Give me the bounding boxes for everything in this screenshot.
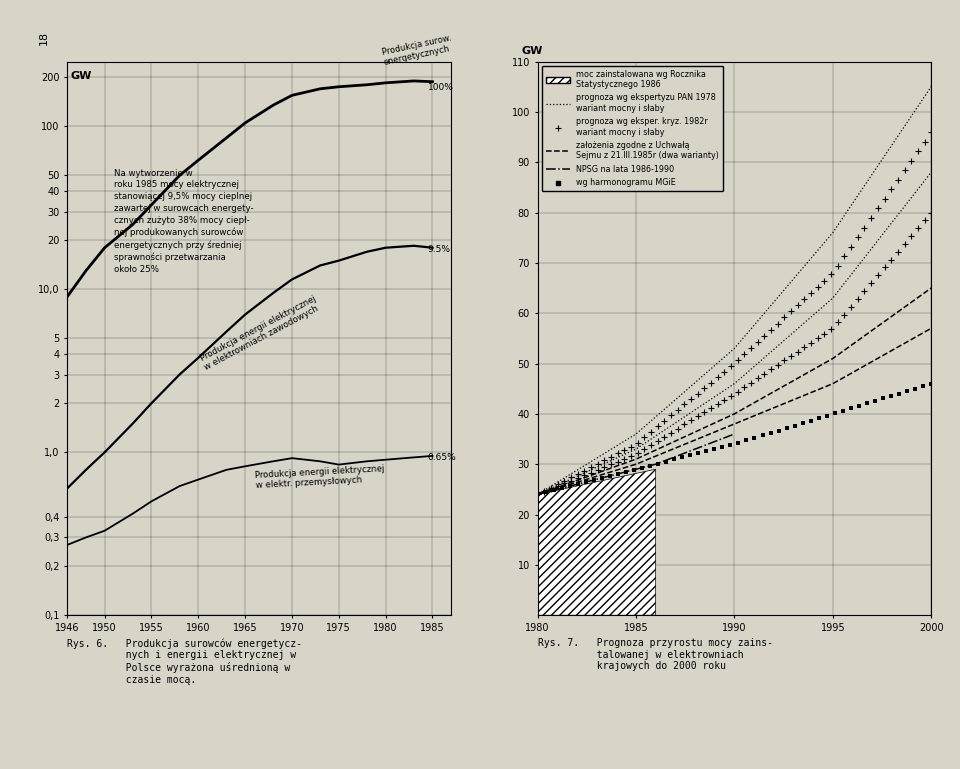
- Polygon shape: [538, 469, 656, 615]
- Text: 100%: 100%: [428, 83, 454, 92]
- Text: Produkcja energii elektrycznej
w elektrowniach zawodowych: Produkcja energii elektrycznej w elektro…: [199, 294, 323, 372]
- Text: 0.65%: 0.65%: [428, 453, 457, 462]
- Text: GW: GW: [522, 46, 543, 56]
- Text: 18: 18: [38, 31, 48, 45]
- Text: Produkcja energii elektrycznej
w elektr. przemysłowych: Produkcja energii elektrycznej w elektr.…: [254, 464, 385, 491]
- Legend: moc zainstalowana wg Rocznika
Statystycznego 1986, prognoza wg ekspertyzu PAN 19: moc zainstalowana wg Rocznika Statystycz…: [541, 65, 723, 191]
- Text: 9.5%: 9.5%: [428, 245, 451, 255]
- Text: Rys. 7.   Prognoza przyrostu mocy zains-
          talowanej w elektrowniach
   : Rys. 7. Prognoza przyrostu mocy zains- t…: [538, 638, 773, 671]
- Text: Na wytworzenie w
roku 1985 mocy elektrycznej
stanowiącej 9,5% mocy cieplnej
zawa: Na wytworzenie w roku 1985 mocy elektryc…: [114, 168, 253, 275]
- Text: Produkcja surow.
energetycznych: Produkcja surow. energetycznych: [381, 34, 454, 68]
- Text: Rys. 6.   Produkcja surowców energetycz-
          nych i energii elektrycznej w: Rys. 6. Produkcja surowców energetycz- n…: [67, 638, 302, 684]
- Text: GW: GW: [70, 71, 91, 81]
